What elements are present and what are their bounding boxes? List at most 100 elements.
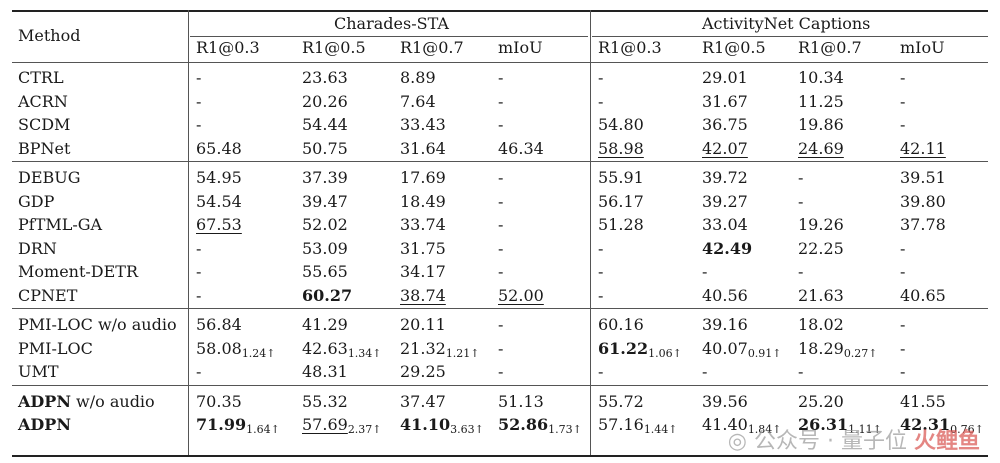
cell-value: 33.04 (702, 215, 748, 234)
table-cell: - (900, 339, 905, 359)
improvement-delta: 1.24↑ (241, 346, 276, 360)
table-cell: - (900, 262, 905, 282)
table-cell: 40.56 (702, 286, 748, 306)
cell-value: 52.02 (302, 215, 348, 234)
cell-value: 67.53 (196, 215, 242, 234)
cell-value: 7.64 (400, 91, 436, 111)
table-cell: 39.72 (702, 168, 748, 188)
improvement-delta: 2.37↑ (347, 423, 382, 436)
column-header: mIoU (900, 38, 945, 57)
cell-value: 42.63 (302, 338, 348, 358)
cell-value: 54.44 (302, 115, 348, 134)
table-cell: - (900, 115, 905, 135)
cell-value: 31.75 (400, 238, 446, 258)
improvement-delta: 1.11↑ (848, 423, 882, 436)
table-cell: 40.65 (900, 286, 946, 306)
cell-value: - (598, 68, 604, 87)
table-cell: - (498, 362, 503, 382)
table-cell: 18.49 (400, 192, 446, 212)
cell-value: 71.99 (196, 415, 247, 434)
table-cell: 53.09 (302, 239, 348, 259)
method-name: BPNet (18, 138, 71, 158)
cell-value: 56.17 (598, 191, 644, 211)
improvement-delta: 0.91↑ (747, 346, 782, 360)
table-cell: 31.67 (702, 92, 748, 112)
table-cell: 60.16 (598, 315, 644, 335)
table-cell: - (498, 115, 503, 135)
cell-value: 37.78 (900, 215, 946, 234)
table-cell: 26.311.11↑ (798, 415, 882, 435)
cell-value: 36.75 (702, 115, 748, 134)
cell-value: - (498, 315, 504, 334)
table-cell: 37.39 (302, 168, 348, 188)
improvement-delta: 1.34↑ (347, 346, 382, 360)
cell-value: - (498, 68, 504, 87)
cell-value: 40.07 (702, 338, 748, 358)
cell-value: 60.16 (598, 315, 644, 334)
cell-value: 54.95 (196, 168, 242, 187)
table-cell: 54.44 (302, 115, 348, 135)
table-cell: 38.74 (400, 286, 446, 306)
table-cell: 42.11 (900, 139, 946, 159)
table-cell: - (196, 92, 201, 112)
group-header-activitynet: ActivityNet Captions (702, 14, 871, 33)
table-cell: 23.63 (302, 68, 348, 88)
method-name-bold: ADPN (18, 391, 71, 411)
table-cell: - (498, 215, 503, 235)
method-name-bold: ADPN (18, 415, 71, 434)
table-cell: - (702, 262, 707, 282)
cell-value: 70.35 (196, 391, 242, 411)
cell-value: - (196, 238, 202, 258)
column-header: R1@0.3 (196, 38, 260, 57)
cell-value: 52.00 (498, 285, 544, 305)
table-cell: 55.91 (598, 168, 644, 188)
table-cell: 39.16 (702, 315, 748, 335)
table-cell: 37.47 (400, 392, 446, 412)
method-header: Method (18, 26, 81, 45)
table-cell: 58.081.24↑ (196, 339, 276, 359)
cell-value: 39.47 (302, 191, 348, 211)
wechat-icon: ◎ (727, 429, 747, 454)
method-name: Moment-DETR (18, 262, 139, 281)
cell-value: 37.39 (302, 168, 348, 187)
table-cell: 29.25 (400, 362, 446, 382)
table-cell: 42.310.76↑ (900, 415, 984, 435)
cell-value: 39.56 (702, 391, 748, 411)
cell-value: 18.49 (400, 191, 446, 211)
cell-value: - (702, 262, 708, 281)
table-cell: 39.47 (302, 192, 348, 212)
table-cell: 67.53 (196, 215, 242, 235)
table-cell: 31.75 (400, 239, 446, 259)
table-cell: - (196, 68, 201, 88)
cell-value: 38.74 (400, 285, 446, 305)
cell-value: 42.49 (702, 238, 753, 258)
table-cell: - (598, 92, 603, 112)
column-divider-method (188, 10, 189, 455)
cell-value: 18.29 (798, 338, 844, 358)
table-cell: 48.31 (302, 362, 348, 382)
cell-value: 24.69 (798, 138, 844, 158)
cell-value: 42.07 (702, 138, 748, 158)
cell-value: 58.98 (598, 138, 644, 158)
cell-value: - (498, 238, 504, 258)
cell-value: 40.65 (900, 285, 946, 305)
method-name: ADPN w/o audio (18, 392, 155, 412)
cell-value: - (798, 362, 804, 381)
cell-value: 29.25 (400, 362, 446, 381)
cell-value: - (598, 285, 604, 305)
cell-value: 34.17 (400, 262, 446, 281)
table-cell: - (598, 362, 603, 382)
improvement-delta: 1.64↑ (246, 423, 280, 436)
cell-value: - (798, 262, 804, 281)
table-cell: - (196, 239, 201, 259)
cell-value: - (498, 262, 504, 281)
table-cell: 11.25 (798, 92, 844, 112)
cell-value: - (196, 68, 202, 87)
cell-value: - (900, 238, 906, 258)
method-name: ACRN (18, 91, 68, 111)
cell-value: 39.51 (900, 168, 946, 187)
table-cell: - (900, 92, 905, 112)
cell-value: - (196, 91, 202, 111)
method-name: UMT (18, 362, 59, 381)
cell-value: - (498, 191, 504, 211)
